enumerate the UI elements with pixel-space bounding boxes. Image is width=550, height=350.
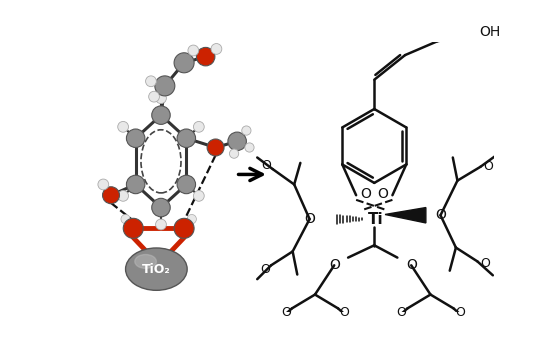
Circle shape [146,76,156,87]
Text: O: O [378,187,389,201]
Text: Ti: Ti [368,212,384,226]
Text: O: O [339,306,349,319]
Circle shape [229,149,239,158]
Circle shape [207,139,224,156]
Text: O: O [329,258,340,272]
Text: OH: OH [479,25,501,39]
Circle shape [242,126,251,135]
Circle shape [102,187,119,204]
Circle shape [126,175,145,194]
Ellipse shape [125,248,187,290]
Circle shape [188,45,199,56]
Ellipse shape [135,254,156,268]
Circle shape [121,215,130,224]
Text: TiO₂: TiO₂ [142,262,170,276]
Circle shape [152,106,170,124]
Text: O: O [435,208,446,222]
Circle shape [155,76,175,96]
Circle shape [174,218,194,238]
Circle shape [152,198,170,217]
Circle shape [98,179,109,190]
Circle shape [177,175,196,194]
Text: O: O [483,160,493,173]
Circle shape [177,129,196,147]
Text: O: O [455,306,465,319]
Circle shape [118,190,129,201]
Circle shape [245,143,254,152]
Text: O: O [304,212,315,226]
Circle shape [148,91,159,102]
Circle shape [123,218,143,238]
Text: O: O [480,257,490,270]
Circle shape [194,190,204,201]
Text: O: O [281,306,290,319]
Text: O: O [397,306,406,319]
Circle shape [211,43,222,54]
Circle shape [196,47,215,66]
Circle shape [126,129,145,147]
Circle shape [187,215,196,224]
Polygon shape [385,208,426,223]
Text: O: O [260,262,270,276]
Circle shape [118,121,129,132]
Text: O: O [360,187,371,201]
Circle shape [228,132,246,150]
Text: O: O [406,258,417,272]
Circle shape [174,53,194,73]
Circle shape [194,121,204,132]
Circle shape [156,219,166,230]
Circle shape [156,93,166,104]
Text: O: O [262,159,271,172]
